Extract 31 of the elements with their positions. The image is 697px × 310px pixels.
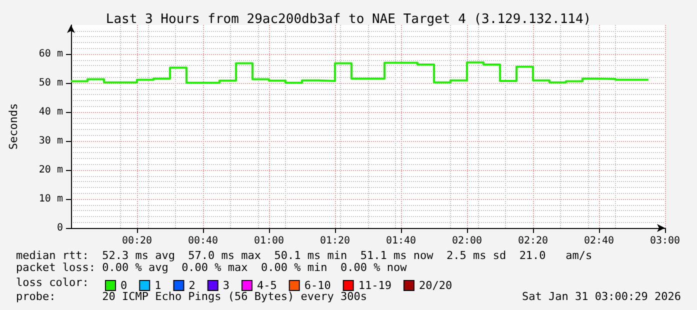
text: median rtt: 52.3 ms avg 57.0 ms max 50.1 ms min 51.1 ms now 2.5 ms sd 21.0 am/s	[16, 249, 592, 262]
x-tick-label: 02:20	[518, 236, 548, 246]
x-tick-label: 02:40	[584, 236, 614, 246]
y-tick-label: 20 m	[38, 164, 63, 176]
legend-label: 4-5	[256, 279, 277, 292]
y-tick-label: 60 m	[38, 48, 63, 60]
y-axis-title: Seconds	[7, 103, 20, 150]
y-tick-label: 50 m	[38, 78, 63, 88]
x-tick-label: 00:40	[188, 236, 218, 246]
x-tick-label: 02:00	[452, 236, 482, 246]
legend-label: 6-10	[304, 279, 331, 292]
y-tick-label: 0	[56, 222, 63, 234]
x-tick-label: 00:20	[122, 236, 152, 246]
text: probe: 20 ICMP Echo Pings (56 Bytes) every 300s	[16, 290, 367, 303]
x-tick-label: 01:00	[254, 236, 284, 246]
legend-label: 20/20	[418, 279, 452, 292]
y-tick-label: 30 m	[38, 136, 63, 146]
x-tick-label: 01:20	[320, 236, 350, 246]
chart-title: Last 3 Hours from 29ac200db3af to NAE Target 4 (3.129.132.114)	[106, 12, 592, 27]
y-tick-label: 10 m	[38, 194, 63, 204]
text: Sat Jan 31 03:00:29 2026	[522, 290, 682, 303]
x-tick-label: 01:40	[386, 236, 416, 246]
y-tick-label: 40 m	[38, 106, 63, 118]
legend-label: 1	[154, 279, 162, 292]
legend-label: 2	[188, 279, 196, 292]
text: packet loss: 0.00 % avg 0.00 % max 0.00 % min 0.00 % now	[16, 261, 408, 274]
legend-label: 11-19	[358, 279, 392, 292]
legend-title: loss color:	[16, 276, 89, 289]
x-tick-label: 03:00	[650, 236, 680, 246]
legend-label: 0	[120, 279, 128, 292]
legend-label: 3	[222, 279, 230, 292]
